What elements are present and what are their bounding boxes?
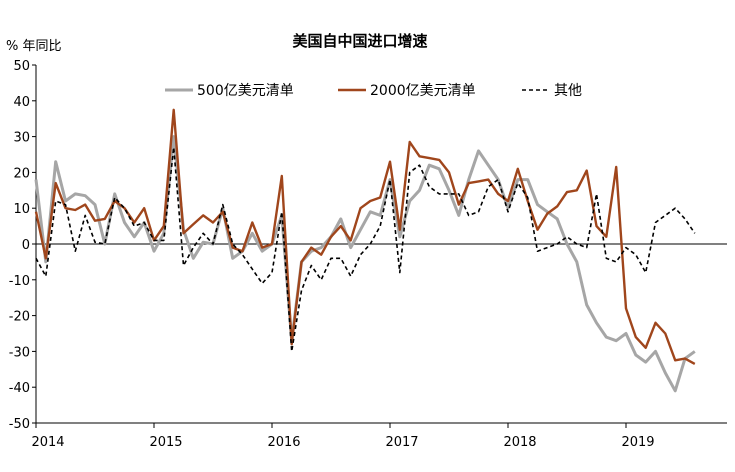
y-axis: 50 40 30 20 10 0 -10 -20 -30 -40 -50 (9, 59, 36, 432)
x-tick-label: 2017 (385, 435, 418, 450)
series-line-2 (35, 146, 696, 353)
y-tick-label: 20 (13, 166, 30, 181)
y-tick-label: -10 (9, 274, 30, 289)
legend-label-2: 其他 (554, 83, 582, 99)
plot-area (35, 65, 727, 424)
x-tick-label: 2018 (503, 435, 536, 450)
y-tick-label: -30 (9, 345, 30, 360)
series-line-0 (34, 135, 696, 393)
x-tick-label: 2016 (267, 435, 300, 450)
legend-label-0: 500亿美元清单 (197, 83, 294, 99)
y-tick-label: 0 (22, 238, 30, 253)
y-tick-label: -20 (9, 310, 30, 325)
series-line-1 (34, 108, 696, 365)
y-tick-label: 50 (13, 59, 30, 74)
y-tick-label: 40 (13, 95, 30, 110)
y-tick-label: 10 (13, 202, 30, 217)
x-tick-label: 2015 (149, 435, 182, 450)
y-tick-label: 30 (13, 131, 30, 146)
x-axis: 2014 2015 2016 2017 2018 2019 (31, 423, 655, 450)
y-tick-label: -40 (9, 381, 30, 396)
x-tick-label: 2014 (31, 435, 64, 450)
y-axis-unit-label: % 年同比 (6, 39, 62, 54)
legend: 500亿美元清单 2000亿美元清单 其他 (165, 83, 582, 99)
legend-label-1: 2000亿美元清单 (370, 83, 476, 99)
x-tick-label: 2019 (621, 435, 654, 450)
y-tick-label: -50 (9, 417, 30, 432)
series-layer (34, 108, 696, 393)
chart-title: 美国自中国进口增速 (292, 32, 427, 50)
